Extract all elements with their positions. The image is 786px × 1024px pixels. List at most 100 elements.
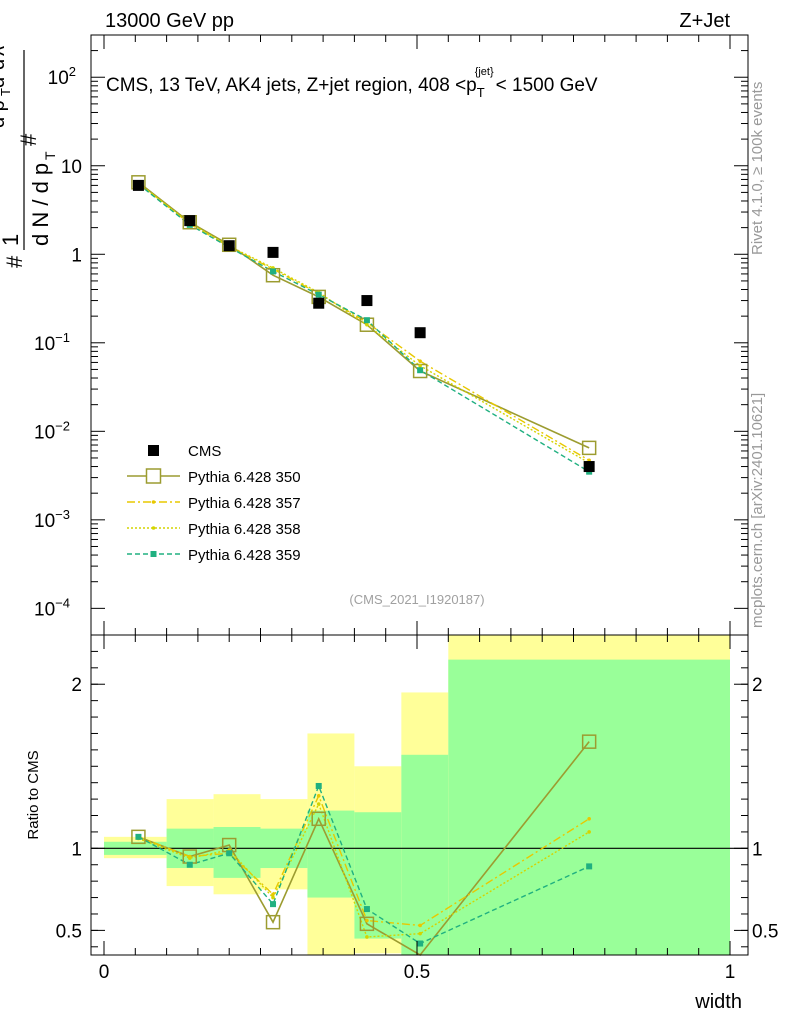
main-marker-s3-6 <box>417 367 424 374</box>
legend-marker-2 <box>151 526 156 530</box>
ratio-y-tick-label-1: 1 <box>71 839 82 860</box>
ratio-marker-s0-5 <box>359 916 375 932</box>
ratio-y-tick-label-0: 0.5 <box>56 921 82 942</box>
ratio-marker-s0-4 <box>311 811 326 827</box>
main-series-line-1 <box>137 182 590 461</box>
ratio-marker-s2-6 <box>418 931 422 936</box>
x-tick-label-0: 0 <box>99 962 110 983</box>
ratio-marker-s0-0 <box>131 829 146 845</box>
main-y-axis-label: # 1 d N / d p T # d p T d 2 N d λ <box>0 46 58 268</box>
ratio-plot-frame <box>90 634 749 956</box>
ratio-series-line-1 <box>138 794 590 927</box>
ratio-band-green-5 <box>354 812 402 939</box>
ratio-marker-s1-3 <box>271 892 275 897</box>
legend-marker-1 <box>151 500 156 504</box>
svg-text:#: # <box>16 133 41 146</box>
ratio-band-green-2 <box>213 827 261 878</box>
cms-data-point-4 <box>313 297 325 309</box>
ratio-marker-s1-4 <box>316 794 321 798</box>
main-axis-ticks: 102 10 1 10−1 10−2 10−3 10−4 <box>34 34 748 635</box>
svg-text:T: T <box>42 151 58 160</box>
main-y-tick-label-5: 10−3 <box>34 507 70 532</box>
svg-text:#: # <box>2 255 27 268</box>
legend-marker-cms <box>148 445 159 456</box>
ratio-marker-s3-0 <box>135 833 142 840</box>
side-label-rivet: Rivet 4.1.0, ≥ 100k events <box>749 82 766 255</box>
cms-data-point-6 <box>414 327 426 339</box>
ratio-axis-ticks: 0.5 0.5 1 1 2 2 0 0.5 1 <box>56 635 778 983</box>
header-left: 13000 GeV pp <box>105 10 234 32</box>
main-series-line-3 <box>137 183 590 473</box>
side-label-mcplots: mcplots.cern.ch [arXiv:2401.10621] <box>749 393 766 628</box>
main-y-tick-label-1: 10 <box>61 157 82 178</box>
main-series-lines <box>137 181 590 473</box>
ratio-band-green-6 <box>401 754 449 955</box>
ratio-panel: 0.5 0.5 1 1 2 2 0 0.5 1 Ratio to CMS width <box>25 634 778 1013</box>
ratio-marker-s3-6 <box>417 940 424 947</box>
ratio-marker-s3-5 <box>363 906 370 913</box>
ratio-marker-s1-6 <box>418 923 422 928</box>
legend: CMS Pythia 6.428 350 Pythia 6.428 357 Pythi… <box>127 443 301 564</box>
main-y-tick-label-4: 10−2 <box>34 418 70 443</box>
ratio-marker-s3-3 <box>270 901 277 908</box>
cms-data-point-3 <box>267 246 279 258</box>
main-marker-s3-5 <box>363 317 370 324</box>
svg-text:λ: λ <box>0 46 9 56</box>
ratio-marker-s1-5 <box>365 918 369 923</box>
cms-data-point-0 <box>132 179 144 191</box>
x-tick-label-2: 1 <box>725 962 736 983</box>
svg-text:d p: d p <box>0 100 9 128</box>
main-marker-s2-6 <box>418 363 422 368</box>
main-marker-s2-5 <box>365 322 369 327</box>
main-y-tick-label-2: 1 <box>71 245 82 266</box>
svg-text:d N / d p: d N / d p <box>28 163 53 246</box>
legend-label-0: Pythia 6.428 350 <box>188 469 301 486</box>
ratio-series-markers <box>131 734 597 947</box>
ratio-marker-s2-7 <box>587 830 591 834</box>
main-marker-s3-4 <box>315 291 322 298</box>
cms-data-points <box>132 179 595 473</box>
ratio-marker-s2-1 <box>187 856 192 860</box>
main-marker-s1-6 <box>418 359 422 363</box>
ratio-marker-s2-4 <box>316 802 321 806</box>
svg-text:d: d <box>0 59 9 70</box>
ratio-marker-s2-3 <box>271 895 275 900</box>
ratio-marker-s0-7 <box>581 734 597 749</box>
cms-data-point-2 <box>223 240 235 252</box>
ratio-y-tick-label-right-1: 1 <box>752 839 763 860</box>
ratio-marker-s3-7 <box>586 863 593 870</box>
ratio-marker-s1-7 <box>587 816 591 821</box>
main-series-line-0 <box>137 181 590 449</box>
ratio-y-tick-label-right-0: 0.5 <box>752 921 778 942</box>
ratio-y-tick-label-2: 2 <box>71 675 82 696</box>
cms-data-point-7 <box>583 461 595 473</box>
svg-text:d: d <box>0 77 9 88</box>
ratio-marker-s3-4 <box>315 782 322 789</box>
ratio-y-axis-label: Ratio to CMS <box>25 750 42 839</box>
ratio-marker-s0-3 <box>265 914 281 930</box>
ratio-uncertainty-bands <box>104 635 730 955</box>
main-series-markers <box>131 175 597 475</box>
x-tick-label-1: 0.5 <box>404 962 430 983</box>
cms-data-point-1 <box>184 215 196 227</box>
ratio-marker-s3-1 <box>186 861 193 868</box>
main-marker-s0-7 <box>581 440 597 456</box>
ratio-y-tick-label-right-2: 2 <box>752 675 763 696</box>
x-axis-label: width <box>694 991 742 1013</box>
legend-label-1: Pythia 6.428 357 <box>188 495 301 512</box>
legend-label-3: Pythia 6.428 359 <box>188 547 301 564</box>
watermark: (CMS_2021_I1920187) <box>349 592 484 607</box>
legend-label-2: Pythia 6.428 358 <box>188 521 301 538</box>
main-title: CMS, 13 TeV, AK4 jets, Z+jet region, 408… <box>106 66 598 100</box>
ratio-marker-s2-5 <box>365 935 369 939</box>
main-y-tick-label-3: 10−1 <box>34 330 70 355</box>
legend-marker-0 <box>145 468 162 484</box>
header-right: Z+Jet <box>679 10 730 32</box>
legend-label-cms: CMS <box>188 443 221 460</box>
main-y-tick-label-0: 102 <box>48 64 76 89</box>
legend-marker-3 <box>150 551 157 557</box>
main-marker-s3-3 <box>270 268 277 275</box>
cms-data-point-5 <box>361 295 373 307</box>
svg-text:1: 1 <box>0 234 23 246</box>
